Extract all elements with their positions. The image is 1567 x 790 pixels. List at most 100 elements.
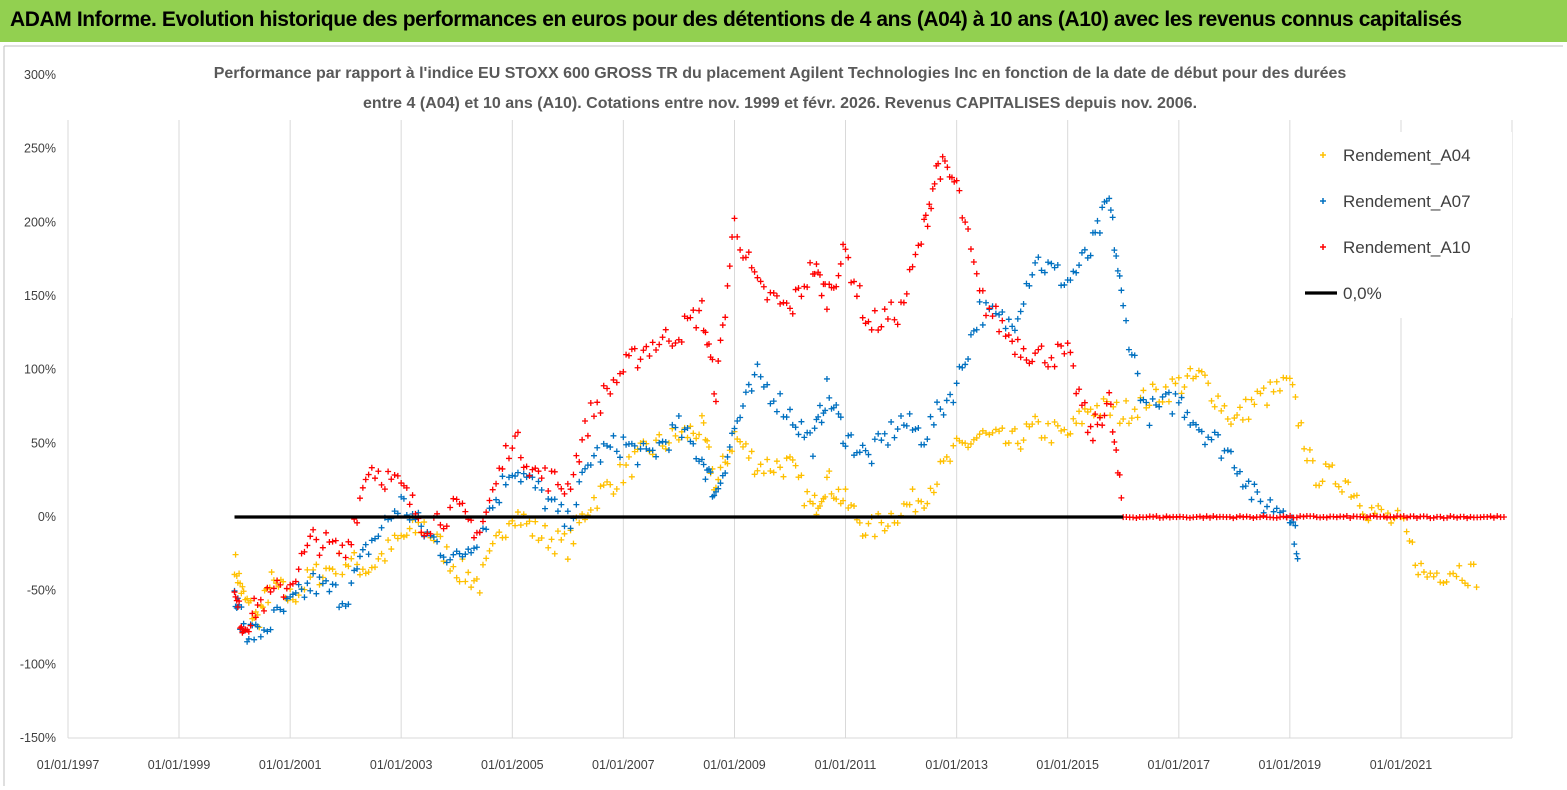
data-point (1342, 477, 1349, 484)
data-point (973, 326, 980, 333)
data-point (634, 461, 641, 468)
data-point (1134, 414, 1141, 421)
data-point (1169, 410, 1176, 417)
data-point (816, 503, 823, 510)
data-point (1035, 346, 1042, 353)
data-point (430, 533, 437, 540)
data-point (1107, 207, 1114, 214)
data-point (729, 430, 736, 437)
data-point (590, 413, 597, 420)
x-tick-label: 01/01/2005 (481, 758, 544, 772)
data-point (1293, 514, 1300, 521)
data-point (264, 628, 271, 635)
data-point (1211, 403, 1218, 410)
data-point (489, 540, 496, 547)
data-point (690, 430, 697, 437)
data-point (1424, 574, 1431, 581)
data-point (332, 570, 339, 577)
data-point (551, 550, 558, 557)
data-point (811, 270, 818, 277)
data-point (1335, 483, 1342, 490)
data-point (584, 432, 591, 439)
data-point (1260, 512, 1267, 519)
data-point (1460, 513, 1467, 520)
data-point (707, 469, 714, 476)
data-point (783, 455, 790, 462)
data-point (1067, 349, 1074, 356)
data-point (1326, 463, 1333, 470)
data-point (375, 468, 382, 475)
data-point (1067, 430, 1074, 437)
data-point (594, 444, 601, 451)
data-point (1254, 489, 1261, 496)
data-point (1227, 421, 1234, 428)
data-point (1231, 464, 1238, 471)
data-point (672, 432, 679, 439)
data-point (323, 529, 330, 536)
data-point (1073, 420, 1080, 427)
data-point (1403, 528, 1410, 535)
data-point (878, 519, 885, 526)
data-point (443, 543, 450, 550)
data-point (967, 246, 974, 253)
data-point (717, 480, 724, 487)
data-point (912, 508, 919, 515)
data-point (709, 356, 716, 363)
data-point (607, 481, 614, 488)
data-point (1292, 522, 1299, 529)
data-point (1017, 445, 1024, 452)
data-point (1224, 447, 1231, 454)
data-point (1162, 383, 1169, 390)
data-point (479, 561, 486, 568)
data-point (1440, 580, 1447, 587)
data-point (551, 496, 558, 503)
data-point (348, 541, 355, 548)
data-point (1038, 343, 1045, 350)
data-point (261, 607, 268, 614)
data-point (888, 418, 895, 425)
data-point (1333, 514, 1340, 521)
data-point (881, 430, 888, 437)
data-point (625, 352, 632, 359)
data-point (783, 300, 790, 307)
data-point (1277, 514, 1284, 521)
data-point (1234, 412, 1241, 419)
data-point (1113, 447, 1120, 454)
data-point (712, 398, 719, 405)
data-point (745, 455, 752, 462)
data-point (1294, 555, 1301, 562)
data-point (884, 441, 891, 448)
data-point (979, 287, 986, 294)
data-point (554, 528, 561, 535)
data-point (570, 540, 577, 547)
data-point (239, 583, 246, 590)
data-point (1470, 561, 1477, 568)
data-point (950, 399, 957, 406)
legend-label: Rendement_A10 (1343, 238, 1471, 257)
data-point (1424, 513, 1430, 520)
data-point (280, 594, 287, 601)
data-point (326, 588, 333, 595)
data-point (280, 578, 287, 585)
data-point (542, 505, 549, 512)
y-tick-label: -150% (20, 731, 56, 745)
data-point (1023, 357, 1030, 364)
data-point (845, 254, 852, 261)
data-point (339, 600, 346, 607)
data-point (354, 519, 361, 526)
data-point (976, 298, 983, 305)
data-point (567, 486, 574, 493)
data-point (1061, 350, 1068, 357)
data-point (856, 519, 863, 526)
data-point (717, 337, 724, 344)
data-point (729, 448, 736, 455)
data-point (1114, 267, 1121, 274)
data-point (1298, 419, 1305, 426)
data-point (1257, 514, 1264, 521)
data-point (1023, 420, 1030, 427)
data-point (1014, 336, 1021, 343)
data-point (437, 521, 444, 528)
data-point (845, 505, 852, 512)
data-point (1143, 404, 1150, 411)
data-point (690, 307, 697, 314)
